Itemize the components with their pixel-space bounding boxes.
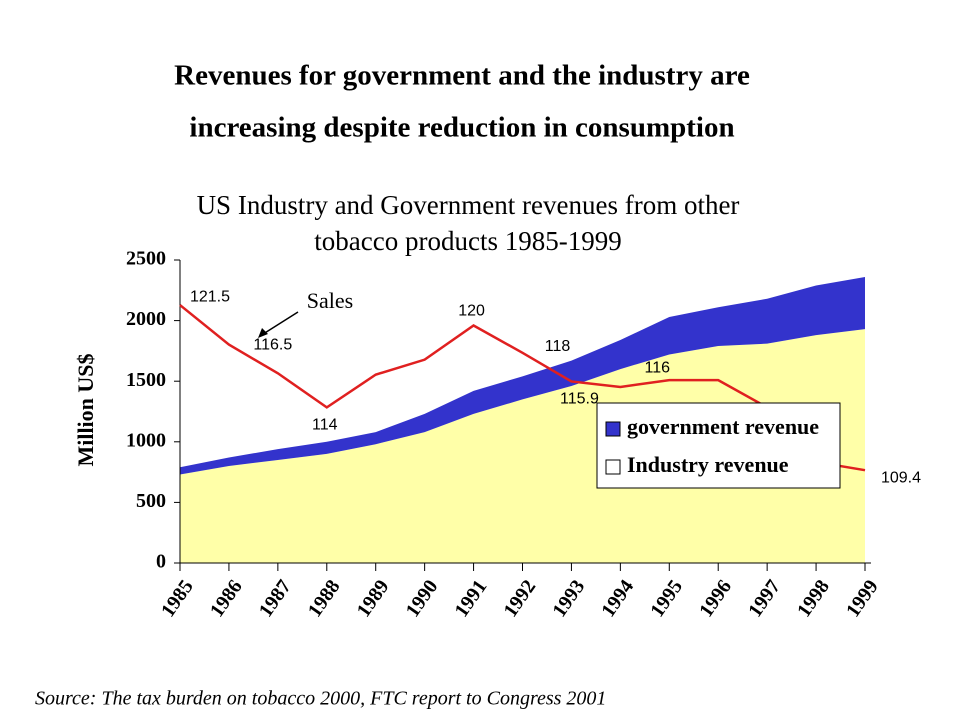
- data-label: 115.9: [560, 391, 599, 408]
- legend: [596, 402, 841, 489]
- y-tick-label: 500: [136, 490, 166, 512]
- source: Source: The tax burden on tobacco 2000, …: [35, 688, 606, 710]
- data-label: 121.5: [190, 288, 230, 305]
- chart-title: tobacco products 1985-1999: [314, 226, 621, 256]
- data-label: 118: [545, 338, 571, 355]
- data-label: 120: [458, 303, 485, 320]
- legend-swatch: [605, 459, 621, 475]
- data-label: 114: [312, 417, 338, 434]
- x-tick-label: 1989: [353, 576, 394, 621]
- x-tick-label: 1997: [744, 576, 785, 621]
- annotation-arrowhead: [258, 328, 268, 338]
- plot: 0 500 1000 1500 2000 2500 1985 1986 1987 1988 1989…: [126, 248, 921, 622]
- legend-swatch: [605, 421, 621, 437]
- annotation: Sales: [307, 288, 353, 313]
- x-tick-label: 1986: [206, 576, 247, 621]
- x-tick-label: 1985: [157, 576, 198, 621]
- x-tick-label: 1988: [304, 576, 345, 621]
- slide-title: increasing despite reduction in consumpt…: [189, 112, 734, 144]
- legend-label: Industry revenue: [627, 452, 789, 477]
- data-label: 116: [645, 359, 671, 376]
- chart-title: US Industry and Government revenues from…: [197, 190, 740, 220]
- data-label: 116.5: [253, 337, 292, 354]
- x-tick-label: 1998: [793, 576, 834, 621]
- x-tick-label: 1994: [597, 576, 638, 621]
- line: [179, 304, 866, 472]
- x-tick-label: 1987: [255, 576, 296, 621]
- data-label: 109.4: [881, 469, 921, 486]
- x-tick-label: 1992: [499, 576, 540, 621]
- x-tick-label: 1995: [646, 576, 687, 621]
- annotation-arrow: [259, 311, 299, 337]
- area: [180, 276, 865, 475]
- slide-title: Revenues for government and the industry…: [174, 60, 750, 92]
- area: [180, 329, 865, 563]
- y-tick-label: 1500: [126, 369, 166, 391]
- x-tick-label: 1991: [450, 576, 491, 621]
- x-tick-label: 1996: [695, 576, 736, 621]
- legend-label: government revenue: [627, 414, 819, 439]
- y-tick-label: 0: [156, 551, 166, 573]
- y-axis-label: Million US$: [73, 353, 98, 466]
- y-tick-label: 1000: [126, 429, 166, 451]
- x-tick-label: 1990: [402, 576, 443, 621]
- y-tick-label: 2000: [126, 308, 166, 330]
- x-tick-label: 1993: [548, 576, 589, 621]
- y-tick-label: 2500: [126, 248, 166, 270]
- x-tick-label: 1999: [842, 576, 883, 621]
